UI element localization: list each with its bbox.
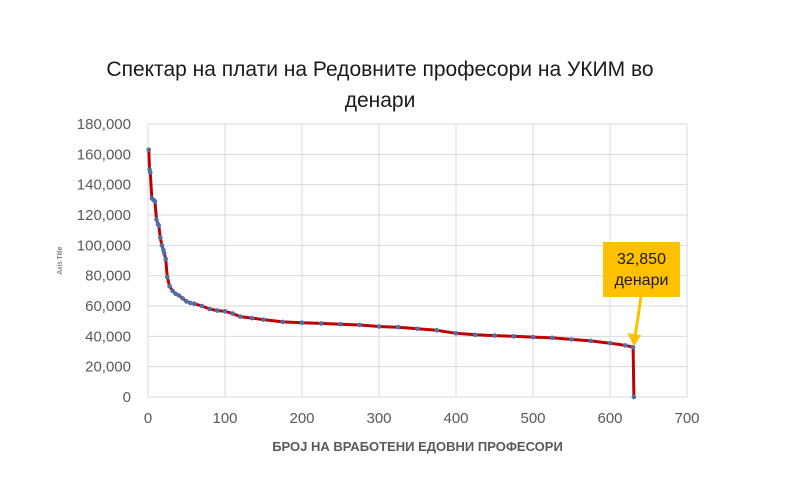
data-point	[184, 299, 189, 304]
data-point	[511, 334, 517, 339]
data-point	[623, 343, 628, 348]
y-tick-label: 160,000	[77, 146, 131, 163]
data-point	[569, 337, 574, 342]
y-tick-label: 20,000	[85, 359, 131, 376]
data-point	[338, 321, 343, 327]
annotation-value: 32,850	[617, 250, 666, 268]
data-point	[207, 306, 212, 312]
data-point	[222, 309, 228, 314]
data-point	[249, 315, 255, 321]
data-point	[191, 301, 197, 307]
data-point	[588, 338, 594, 344]
annotation-arrow-line	[633, 296, 643, 337]
x-tick-label: 300	[366, 410, 391, 427]
y-axis-label: Axis Title	[57, 246, 64, 274]
data-point	[261, 317, 266, 322]
data-point	[415, 326, 420, 332]
data-point	[530, 334, 536, 340]
data-point	[453, 331, 459, 336]
data-point	[549, 335, 555, 341]
annotation-callout: 32,850 денари	[603, 242, 680, 297]
series-line	[147, 149, 636, 398]
data-point	[167, 283, 172, 289]
data-point	[434, 327, 440, 333]
series-salary	[146, 147, 637, 400]
data-point	[357, 322, 363, 328]
y-tick-label: 180,000	[77, 116, 131, 133]
y-tick-label: 40,000	[85, 328, 131, 345]
x-tick-label: 700	[674, 410, 699, 427]
x-tick-label: 100	[212, 410, 237, 427]
x-tick-label: 0	[144, 410, 152, 427]
data-point	[159, 243, 165, 248]
data-point	[318, 321, 324, 326]
data-point	[188, 300, 193, 306]
x-tick-label: 400	[443, 410, 468, 427]
y-tick-label: 120,000	[77, 207, 131, 224]
data-point	[164, 274, 170, 280]
data-point	[492, 333, 497, 338]
data-point	[152, 199, 158, 204]
y-tick-label: 80,000	[85, 268, 131, 285]
data-point	[376, 324, 382, 329]
data-point	[631, 394, 637, 400]
data-point	[148, 170, 153, 175]
data-point	[161, 250, 167, 256]
y-tick-label: 0	[123, 389, 131, 406]
data-point	[607, 340, 613, 346]
data-point	[154, 217, 159, 222]
data-point	[395, 324, 401, 330]
x-tick-label: 200	[289, 410, 314, 427]
data-point	[170, 288, 175, 294]
data-point	[156, 223, 162, 228]
y-tick-label: 100,000	[77, 237, 131, 254]
x-tick-label: 600	[597, 410, 622, 427]
data-point	[176, 293, 182, 298]
y-axis-ticks: 0 20,000 40,000 60,000 80,000 100,000 120,000 1…	[77, 116, 131, 406]
annotation-arrow	[627, 296, 643, 347]
annotation-unit: денари	[614, 271, 669, 289]
data-point	[215, 308, 220, 313]
data-point	[280, 319, 286, 325]
y-tick-label: 60,000	[85, 298, 131, 315]
data-point	[199, 303, 205, 309]
x-axis-label: БРОЈ НА ВРАБОТЕНИ ЕДОВНИ ПРОФЕСОРИ	[272, 439, 563, 454]
annotation-arrow-head	[627, 333, 642, 347]
y-tick-label: 140,000	[77, 177, 131, 194]
data-point	[180, 296, 185, 301]
chart-title: Спектар на плати на Редовните професори …	[106, 58, 654, 112]
data-point	[472, 332, 478, 338]
data-point	[299, 320, 305, 325]
data-point	[230, 311, 235, 316]
data-point	[163, 256, 169, 262]
data-point	[158, 235, 163, 241]
data-point	[238, 314, 243, 319]
x-axis-ticks: 0 100 200 300 400 500 600 700	[144, 410, 700, 427]
x-tick-label: 500	[520, 410, 545, 427]
data-point	[146, 147, 152, 153]
data-point	[630, 344, 636, 350]
